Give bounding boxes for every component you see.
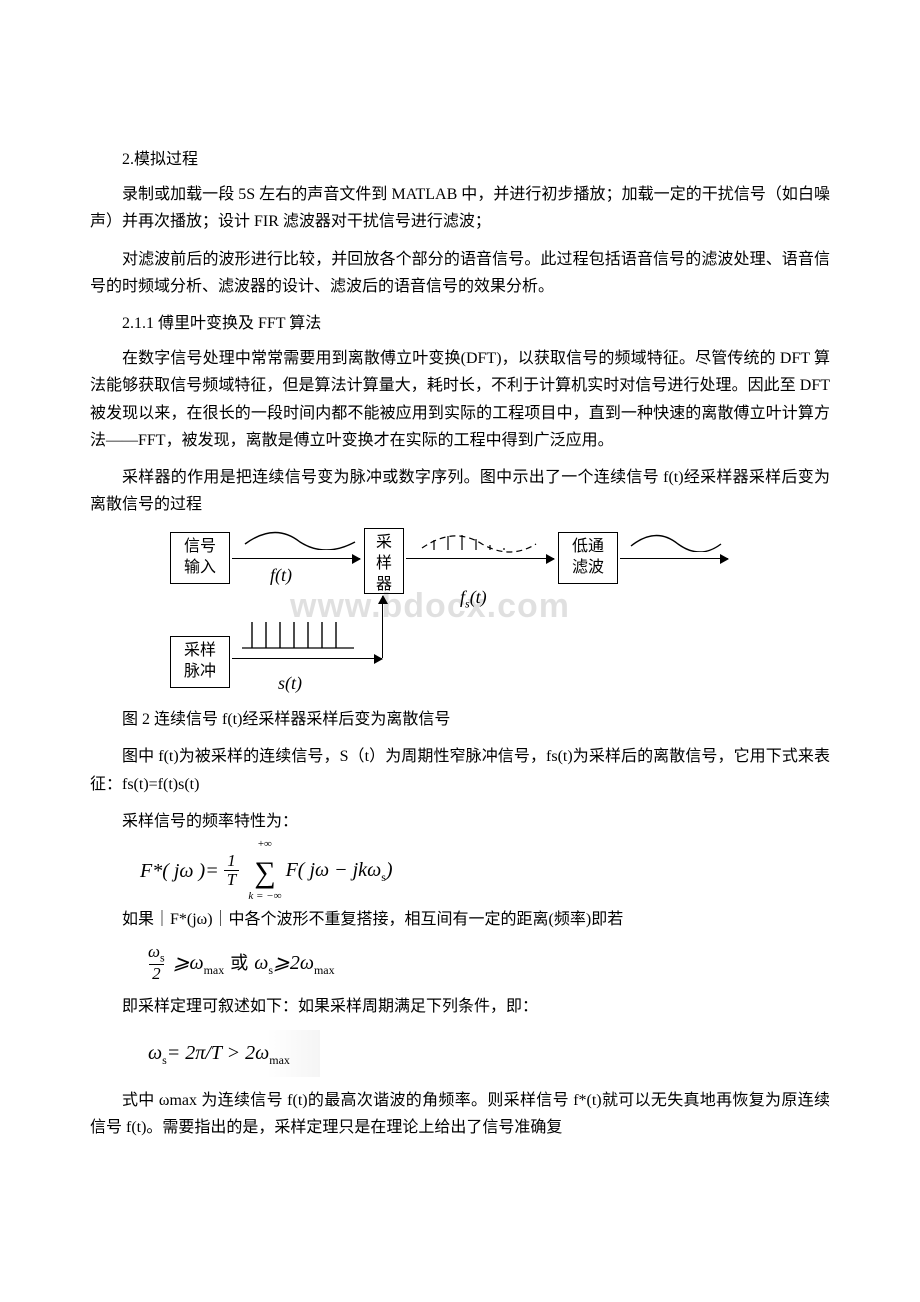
- fraction: ωs 2: [145, 943, 168, 983]
- fraction-num: ωs: [145, 943, 168, 964]
- paragraph: 在数字信号处理中常常需要用到离散傅立叶变换(DFT)，以获取信号的频域特征。尽管…: [90, 345, 830, 454]
- box-signal-input: 信号输入: [170, 532, 230, 584]
- formula-nyquist-1: ωs 2 ⩾ ωmax 或 ωs ⩾ 2ωmax: [140, 943, 830, 983]
- formula-text: ⩾: [173, 946, 190, 980]
- section-2-heading: 2.模拟过程: [90, 146, 830, 173]
- arrow-up: [382, 596, 383, 658]
- formula-text: =: [205, 854, 219, 888]
- sum-lower: k = −∞: [248, 887, 281, 906]
- formula-text: 2ωmax: [290, 946, 335, 980]
- paragraph: 图中 f(t)为被采样的连续信号，S（t）为周期性窄脉冲信号，fs(t)为采样后…: [90, 743, 830, 797]
- formula-text: ωs: [254, 946, 273, 980]
- formula-nyquist-2: ωs = 2π/T > 2ωmax: [140, 1030, 830, 1076]
- paragraph: 如果｜F*(jω)｜中各个波形不重复搭接，相互间有一定的距离(频率)即若: [90, 906, 830, 933]
- label-st: s(t): [278, 668, 302, 699]
- formula-text: ωmax: [189, 946, 224, 980]
- paragraph: 录制或加载一段 5S 左右的声音文件到 MATLAB 中，并进行初步播放；加载一…: [90, 181, 830, 235]
- box-lowpass: 低通滤波: [558, 532, 618, 584]
- figure-caption: 图 2 连续信号 f(t)经采样器采样后变为离散信号: [90, 706, 830, 733]
- fraction: 1 T: [224, 852, 239, 889]
- box-sampler: 采样器: [364, 528, 404, 594]
- formula-fstar: F*( jω ) = 1 T +∞ ∑ k = −∞ F( jω − jkωs): [140, 845, 830, 896]
- label-ft: f(t): [270, 560, 292, 591]
- formula-text: ωs: [148, 1036, 167, 1070]
- box-sampling-pulse: 采样脉冲: [170, 636, 230, 688]
- connector-line: [232, 658, 382, 659]
- formula-text: F*( jω ): [140, 854, 205, 888]
- wave-output-icon: [626, 530, 726, 552]
- section-211-heading: 2.1.1 傅里叶变换及 FFT 算法: [90, 310, 830, 337]
- formula-text: F( jω − jkωs): [286, 853, 393, 887]
- paragraph: 采样信号的频率特性为：: [90, 808, 830, 835]
- arrow: [232, 558, 360, 559]
- formula-or: 或: [230, 948, 248, 979]
- formula-text: = 2π/T > 2ωmax: [167, 1036, 290, 1070]
- paragraph: 采样器的作用是把连续信号变为脉冲或数字序列。图中示出了一个连续信号 f(t)经采…: [90, 464, 830, 518]
- paragraph: 对滤波前后的波形进行比较，并回放各个部分的语音信号。此过程包括语音信号的滤波处理…: [90, 246, 830, 300]
- paragraph: 即采样定理可叙述如下：如果采样周期满足下列条件，即：: [90, 993, 830, 1020]
- formula-text: ⩾: [273, 946, 290, 980]
- arrow: [620, 558, 728, 559]
- paragraph: 式中 ωmax 为连续信号 f(t)的最高次谐波的角频率。则采样信号 f*(t)…: [90, 1087, 830, 1141]
- document-page: 2.模拟过程 录制或加载一段 5S 左右的声音文件到 MATLAB 中，并进行初…: [0, 0, 920, 1211]
- arrow: [406, 558, 554, 559]
- sigma-icon: ∑: [254, 856, 275, 889]
- impulse-train-icon: [238, 616, 358, 654]
- wave-continuous-icon: [240, 528, 360, 550]
- fraction-den: 2: [149, 964, 164, 983]
- sampling-diagram: 信号输入 f(t) 采样器 fs(t) 低通滤波: [170, 528, 830, 698]
- sum-upper: +∞: [258, 835, 272, 854]
- fraction-num: 1: [224, 852, 239, 870]
- label-fst: fs(t): [460, 582, 487, 614]
- summation: +∞ ∑ k = −∞: [250, 845, 279, 896]
- fraction-den: T: [224, 870, 239, 889]
- wave-sampled-envelope-icon: [414, 530, 544, 554]
